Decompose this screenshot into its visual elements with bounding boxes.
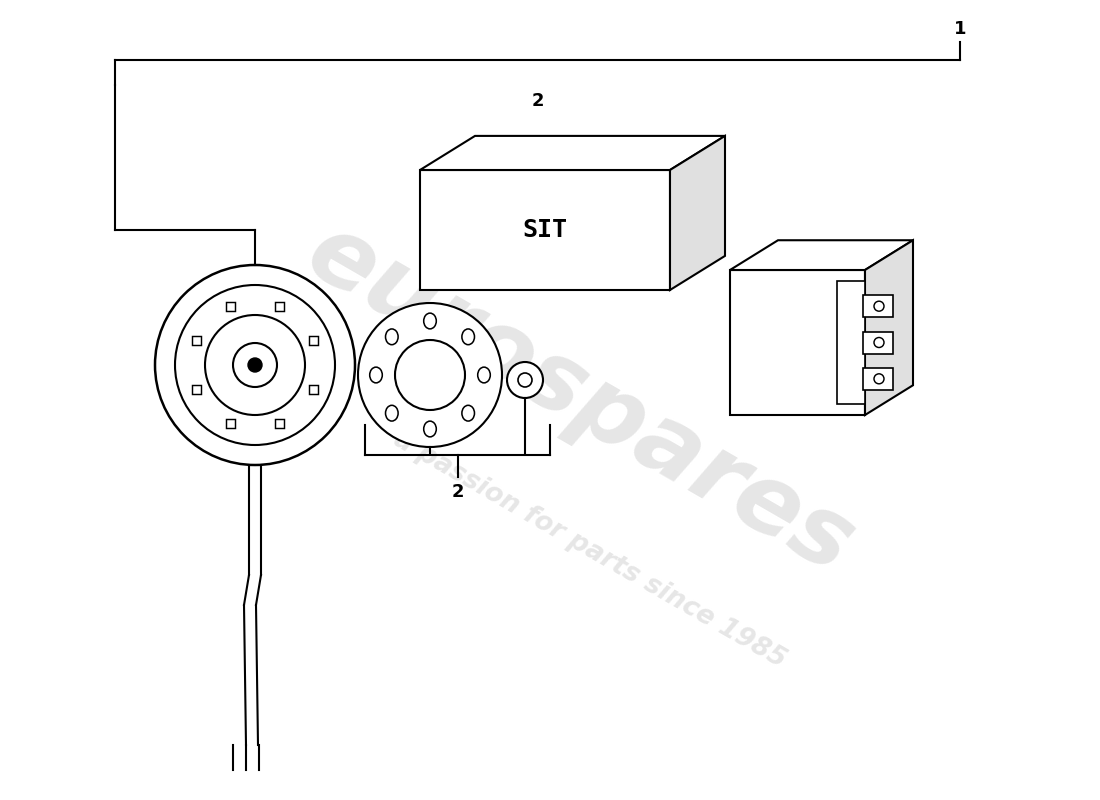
Circle shape [233,343,277,387]
Polygon shape [730,270,865,415]
Bar [227,418,235,428]
Text: 1: 1 [954,20,966,38]
Bar [192,336,201,346]
Polygon shape [670,136,725,290]
Polygon shape [420,136,725,170]
Circle shape [518,373,532,387]
Bar [275,302,284,311]
Bar [227,302,235,311]
Bar [275,418,284,428]
Bar [864,295,893,317]
Circle shape [358,303,502,447]
Circle shape [155,265,355,465]
Polygon shape [420,170,670,290]
Circle shape [205,315,305,415]
Bar [309,385,318,394]
Circle shape [175,285,336,445]
Text: a passion for parts since 1985: a passion for parts since 1985 [389,426,791,674]
Circle shape [248,358,262,372]
Bar [864,331,893,354]
Bar [864,368,893,390]
Circle shape [395,340,465,410]
Polygon shape [865,240,913,415]
Text: eurospares: eurospares [290,206,870,594]
Text: 2: 2 [531,92,543,110]
Circle shape [507,362,543,398]
Bar [309,336,318,346]
Text: 2: 2 [451,483,464,501]
Polygon shape [730,240,913,270]
Text: SIT: SIT [522,218,568,242]
Bar [837,281,865,404]
Bar [192,385,201,394]
